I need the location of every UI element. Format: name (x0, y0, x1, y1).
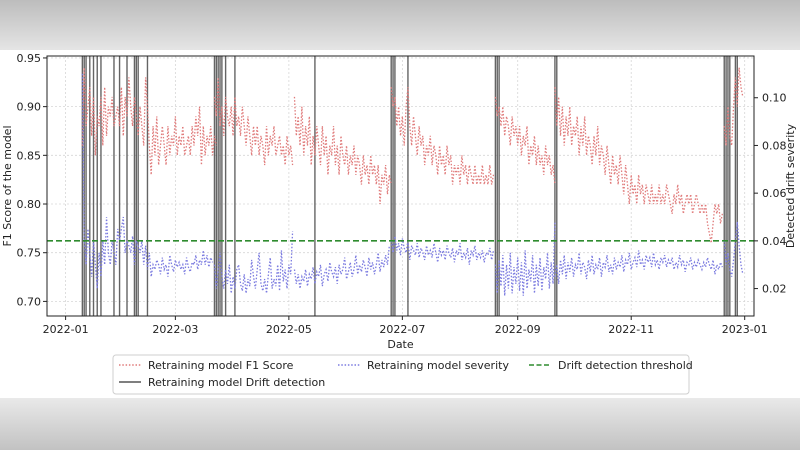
x-tick-label: 2022-09 (495, 323, 541, 336)
f1-score-line (293, 96, 392, 205)
drift-chart: 2022-01 2022-03 2022-05 2022-07 2022-09 2022-… (1, 52, 797, 395)
x-tick-label: 2022-11 (608, 323, 654, 336)
x-tick-label: 2022-01 (43, 323, 89, 336)
severity-line (81, 73, 214, 289)
series-lines (81, 67, 744, 296)
y-right-tick-label: 0.08 (762, 139, 787, 152)
severity-line (293, 245, 390, 289)
grid-lines (47, 56, 754, 316)
y-right-tick-label: 0.06 (762, 187, 787, 200)
y-left-axis-ticks: 0.70 0.75 0.80 0.85 0.90 0.95 (17, 52, 47, 308)
y-right-axis-label: Detected drift severity (784, 123, 797, 248)
y-right-tick-label: 0.10 (762, 92, 787, 105)
y-right-axis-ticks: 0.02 0.04 0.06 0.08 0.10 (754, 92, 787, 296)
legend-label: Retraining model severity (367, 359, 509, 372)
screenshot-top-border (0, 0, 800, 50)
severity-line (390, 236, 495, 265)
drift-detection-lines (81, 56, 738, 316)
y-left-tick-label: 0.85 (17, 149, 42, 162)
y-right-tick-label: 0.04 (762, 235, 787, 248)
y-left-tick-label: 0.90 (17, 101, 42, 114)
y-left-tick-label: 0.80 (17, 198, 42, 211)
f1-score-line (723, 67, 744, 146)
x-tick-label: 2022-07 (379, 323, 425, 336)
chart-canvas: 2022-01 2022-03 2022-05 2022-07 2022-09 2022-… (0, 50, 800, 398)
f1-score-line (554, 87, 724, 244)
x-axis-ticks: 2022-01 2022-03 2022-05 2022-07 2022-09 2022-… (43, 316, 768, 336)
y-left-axis-label: F1 Score of the model (1, 125, 14, 246)
y-left-tick-label: 0.75 (17, 247, 42, 260)
f1-score-line (81, 67, 217, 175)
severity-line (554, 250, 723, 284)
f1-score-line (390, 87, 495, 185)
severity-line (494, 221, 556, 296)
y-left-tick-label: 0.95 (17, 52, 42, 65)
f1-score-line (494, 96, 556, 185)
x-axis-label: Date (387, 338, 414, 351)
y-right-tick-label: 0.02 (762, 283, 787, 296)
screenshot-bottom-border (0, 398, 800, 450)
plot-frame (46, 55, 755, 317)
f1-score-line (213, 77, 294, 166)
severity-line (213, 231, 294, 294)
legend-label: Drift detection threshold (558, 359, 693, 372)
x-tick-label: 2022-05 (266, 323, 312, 336)
y-left-tick-label: 0.70 (17, 295, 42, 308)
x-tick-label: 2023-01 (722, 323, 768, 336)
x-tick-label: 2022-03 (152, 323, 198, 336)
legend-label: Retraining model Drift detection (148, 376, 325, 389)
severity-line (723, 221, 744, 277)
legend-label: Retraining model F1 Score (148, 359, 294, 372)
legend: Retraining model F1 Score Retraining mode… (112, 354, 693, 395)
